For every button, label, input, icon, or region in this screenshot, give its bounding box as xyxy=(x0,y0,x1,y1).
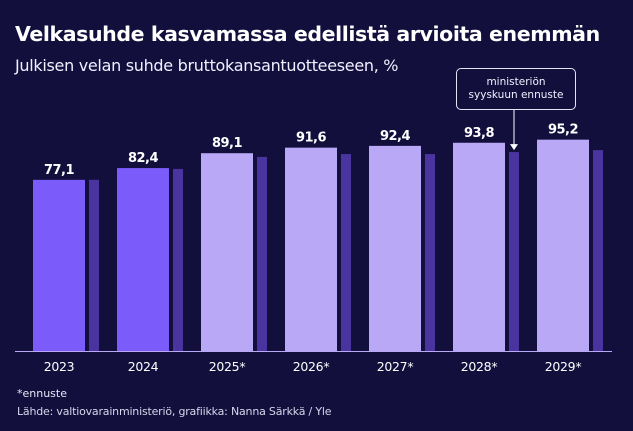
value-label: 95,2 xyxy=(548,123,578,138)
bar-2023 xyxy=(33,179,85,351)
ministry-forecast-bar-2025 xyxy=(257,156,267,351)
value-label: 91,6 xyxy=(296,131,327,146)
x-tick-label: 2029* xyxy=(545,359,582,374)
x-tick-label: 2024 xyxy=(128,359,159,374)
x-tick-label: 2026* xyxy=(293,359,330,374)
x-tick-label: 2027* xyxy=(377,359,414,374)
x-axis-labels-group: 2023 2024 2025* 2026* 2027* 2028* 2029* xyxy=(44,359,582,374)
bars-group xyxy=(33,139,603,351)
ministry-forecast-bar-2029 xyxy=(593,150,603,351)
annotation-box: ministeriön syyskuun ennuste xyxy=(456,68,576,110)
ministry-forecast-bar-2028 xyxy=(509,152,519,351)
annotation-line-2: syyskuun ennuste xyxy=(468,89,564,101)
ministry-forecast-bar-2027 xyxy=(425,154,435,351)
value-label: 93,8 xyxy=(464,126,495,141)
value-label: 89,1 xyxy=(212,136,243,151)
ministry-forecast-bar-2026 xyxy=(341,154,351,351)
annotation-arrowhead-icon xyxy=(510,144,518,151)
annotation-line-1: ministeriön xyxy=(486,76,546,88)
bar-2028 xyxy=(453,142,505,351)
bar-2027 xyxy=(369,145,421,351)
chart-title: Velkasuhde kasvamassa edellistä arvioita… xyxy=(15,22,600,46)
ministry-forecast-bar-2024 xyxy=(173,168,183,351)
value-labels-group: 77,1 82,4 89,1 91,6 92,4 93,8 95,2 xyxy=(44,123,579,178)
annotation-arrow xyxy=(510,110,518,151)
value-label: 82,4 xyxy=(128,151,159,166)
bar-2026 xyxy=(285,147,337,351)
footnote: *ennuste xyxy=(17,387,67,400)
bar-2024 xyxy=(117,168,169,351)
ministry-forecast-bar-2023 xyxy=(89,179,99,351)
x-tick-label: 2025* xyxy=(209,359,246,374)
value-label: 92,4 xyxy=(380,129,411,144)
x-tick-label: 2023 xyxy=(44,359,75,374)
bar-2025 xyxy=(201,153,253,351)
x-tick-label: 2028* xyxy=(461,359,498,374)
source-credit: Lähde: valtiovarainministeriö, grafiikka… xyxy=(17,405,332,418)
value-label: 77,1 xyxy=(44,163,75,178)
chart-subtitle: Julkisen velan suhde bruttokansantuottee… xyxy=(15,56,399,75)
bar-2029 xyxy=(537,139,589,351)
